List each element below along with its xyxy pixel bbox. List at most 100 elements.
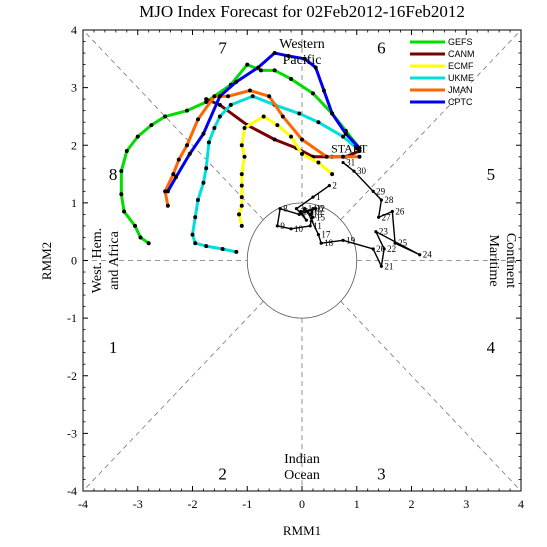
series-point-ecmf	[237, 212, 242, 217]
series-point-ukme	[220, 246, 225, 251]
series-point-cptc	[321, 88, 326, 93]
series-point-jman	[357, 154, 362, 159]
observed-day-label: 3	[300, 204, 305, 214]
series-point-cptc	[217, 94, 222, 99]
y-tick-label: 4	[71, 23, 77, 37]
series-point-ukme	[206, 140, 211, 145]
observed-day-label: 21	[384, 261, 393, 271]
series-point-gefs	[122, 209, 127, 214]
series-point-cptc	[272, 51, 277, 56]
phase-label-3: 3	[377, 465, 386, 484]
observed-day-label: 2	[332, 181, 337, 191]
x-tick-label: 4	[518, 497, 524, 511]
series-point-gefs	[146, 241, 151, 246]
series-point-ukme	[190, 232, 195, 237]
observed-day-label: 20	[376, 244, 386, 254]
observed-point	[311, 207, 315, 211]
observed-day-label: 28	[384, 195, 394, 205]
observed-point	[275, 224, 279, 228]
series-point-jman	[195, 117, 200, 122]
x-tick-label: 1	[354, 497, 360, 511]
observed-day-label: 22	[387, 244, 396, 254]
series-point-gefs	[163, 114, 168, 119]
observed-point	[311, 215, 315, 219]
observed-point	[382, 247, 386, 251]
series-point-gefs	[310, 91, 315, 96]
observed-day-label: 31	[346, 158, 355, 168]
series-point-gefs	[119, 169, 124, 174]
series-point-ukme	[193, 215, 198, 220]
series-point-canm	[272, 137, 277, 142]
x-tick-label: 2	[409, 497, 415, 511]
observed-point	[294, 207, 299, 211]
observed-point	[304, 218, 308, 222]
phase-label-1: 1	[109, 338, 118, 357]
observed-day-label: 25	[398, 238, 408, 248]
y-tick-label: 0	[71, 254, 77, 268]
series-point-ukme	[341, 134, 346, 139]
observed-point	[418, 253, 422, 257]
x-axis-label: RMM1	[283, 523, 321, 538]
series-point-ukme	[217, 114, 222, 119]
series-point-cptc	[187, 151, 192, 156]
series-point-cptc	[343, 131, 348, 136]
region-label-maritime-continent: Continent	[503, 233, 518, 288]
series-point-gefs	[124, 149, 129, 154]
legend-label-canm: CANM	[448, 49, 475, 59]
series-point-ukme	[195, 197, 200, 202]
region-label-west-hem-africa: and Africa	[107, 230, 122, 289]
x-tick-label: -4	[78, 497, 88, 511]
observed-day-label: 10	[294, 224, 304, 234]
observed-point	[371, 247, 375, 251]
series-point-ukme	[234, 249, 239, 254]
series-point-gefs	[272, 68, 277, 73]
series-point-cptc	[330, 111, 335, 116]
observed-day-label: 6	[319, 204, 324, 214]
unit-circle	[246, 202, 358, 319]
series-point-canm	[204, 97, 209, 102]
series-point-ecmf	[242, 154, 247, 159]
observed-day-label: 4	[309, 215, 314, 225]
region-label-west-hem-africa: West. Hem.	[90, 228, 105, 293]
observed-day-label: 16	[310, 207, 320, 217]
observed-day-label: 12	[316, 204, 325, 214]
guide-diagonal-1	[82, 29, 264, 221]
observed-point	[374, 230, 378, 234]
observed-day-label: 11	[313, 221, 322, 231]
observed-point	[305, 209, 310, 214]
observed-point	[316, 232, 321, 237]
phase-label-6: 6	[377, 38, 386, 57]
observed-day-label: 27	[382, 212, 392, 222]
guide-diagonal-2	[340, 29, 522, 221]
observed-point	[327, 183, 331, 188]
region-label-western-pacific: Western	[279, 37, 325, 52]
phase-guides	[82, 29, 522, 492]
observed-point	[311, 195, 315, 199]
series-point-jman	[300, 137, 304, 142]
series-point-ecmf	[239, 143, 244, 148]
series-point-gefs	[138, 235, 143, 240]
series-point-cptc	[313, 65, 318, 70]
phase-label-7: 7	[218, 38, 227, 57]
observed-day-label: 26	[395, 207, 405, 217]
x-tick-label: -2	[188, 497, 198, 511]
series-point-ecmf	[239, 183, 244, 188]
series-point-canm	[217, 102, 222, 107]
series-point-ecmf	[239, 203, 244, 208]
observed-day-label: 29	[376, 186, 386, 196]
observed-point	[299, 209, 303, 214]
observed-point	[379, 264, 383, 268]
phase-label-4: 4	[487, 338, 496, 357]
series-point-ecmf	[275, 123, 280, 128]
observed-day-label: 15	[316, 212, 326, 222]
observed-point	[352, 169, 356, 173]
guide-diagonal-3	[82, 300, 264, 492]
series-point-ecmf	[239, 195, 244, 200]
observed-day-label: 18	[324, 238, 334, 248]
series-point-cptc	[174, 174, 179, 179]
series-point-gefs	[133, 223, 138, 228]
series-point-jman	[171, 172, 176, 177]
phase-label-5: 5	[487, 165, 496, 184]
phase-label-2: 2	[218, 465, 227, 484]
